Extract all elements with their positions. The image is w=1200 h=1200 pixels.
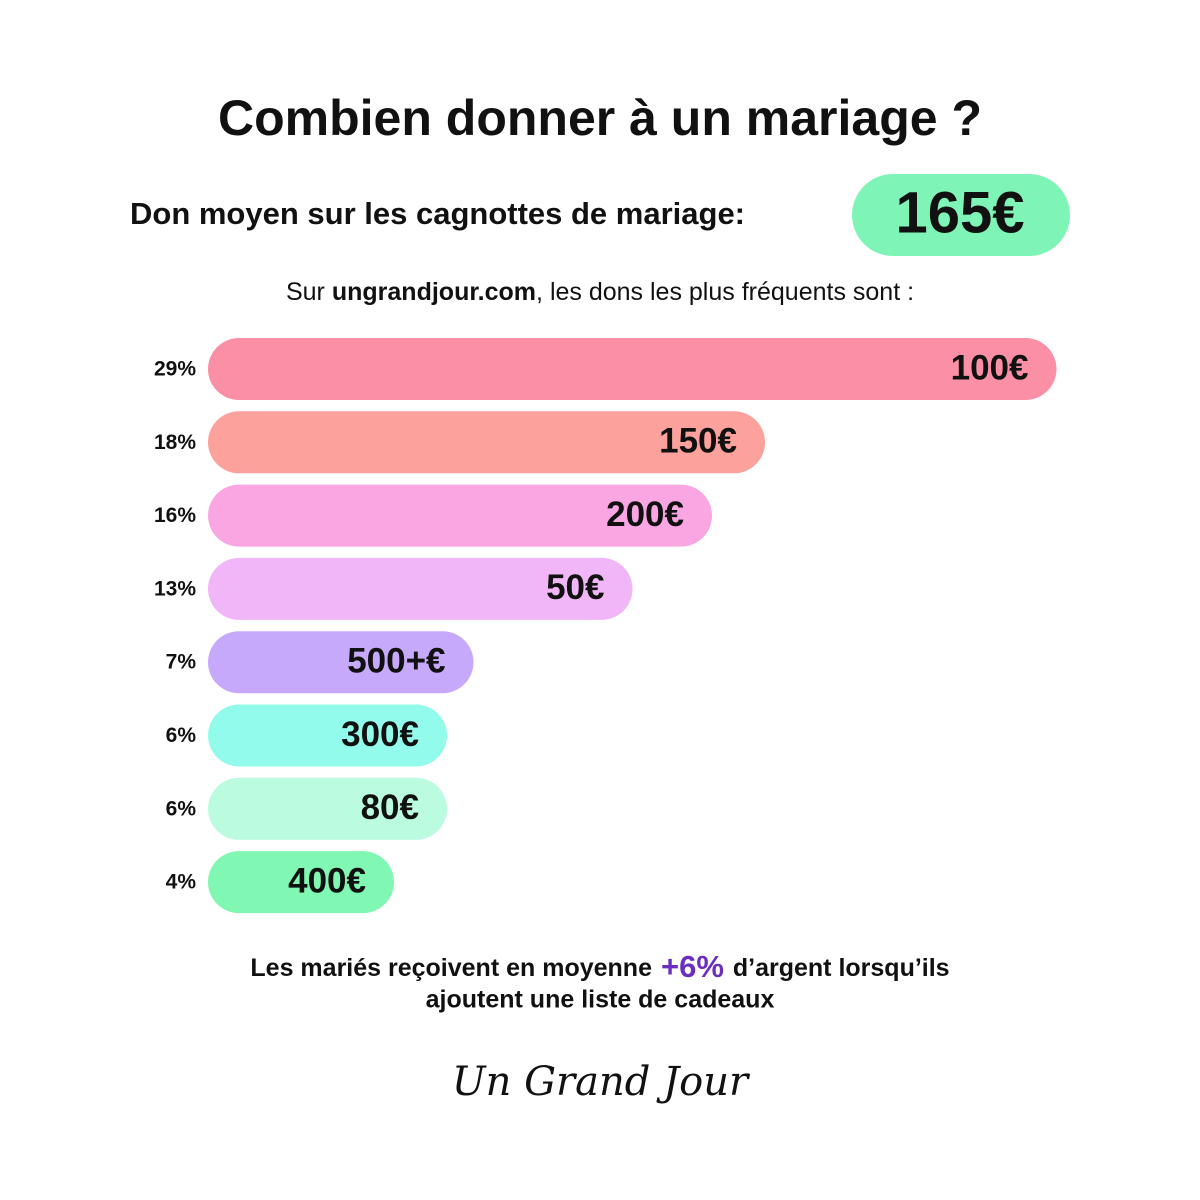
category-label: 80€	[361, 788, 419, 827]
note-text: Les mariés reçoivent en moyenne	[250, 954, 652, 982]
note: ajoutent une liste de cadeaux	[426, 986, 775, 1014]
highlight-pill	[852, 174, 1070, 256]
note-highlight: +6%	[661, 949, 724, 984]
value-label: 4%	[166, 871, 197, 894]
category-label: 100€	[951, 348, 1029, 387]
category-label: 300€	[341, 715, 419, 754]
intro: Sur ungrandjour.com, les dons les plus fr…	[286, 278, 914, 306]
value-label: 6%	[166, 724, 197, 747]
brand: Un Grand Jour	[452, 1059, 751, 1105]
note: Les mariés reçoivent en moyenne +6% d’arge…	[250, 949, 949, 984]
intro-text: Sur	[286, 278, 325, 306]
intro-text: , les dons les plus fréquents sont :	[536, 278, 914, 306]
value-label: 29%	[154, 358, 196, 381]
value-label: 6%	[166, 797, 197, 820]
category-label: 400€	[288, 861, 366, 900]
bar	[208, 484, 712, 547]
intro-link: ungrandjour.com	[332, 278, 536, 306]
category-label: 150€	[659, 422, 737, 461]
value-label: 7%	[166, 651, 197, 674]
value-label: 18%	[154, 431, 196, 454]
category-label: 50€	[546, 568, 604, 607]
bar	[208, 631, 474, 694]
bar	[208, 338, 1057, 400]
note-text: d’argent lorsqu’ils	[733, 954, 950, 982]
bar	[208, 411, 765, 474]
highlight-value: 165€	[895, 180, 1024, 245]
bar	[208, 557, 633, 620]
category-label: 200€	[606, 495, 684, 534]
value-label: 16%	[154, 504, 196, 527]
chart-title: Combien donner à un mariage ?	[218, 90, 982, 146]
bar	[208, 851, 394, 914]
bar	[208, 777, 447, 840]
category-label: 500+€	[347, 641, 445, 680]
value-label: 13%	[154, 577, 196, 600]
bar	[208, 704, 447, 767]
subtitle: Don moyen sur les cagnottes de mariage:	[130, 196, 745, 231]
